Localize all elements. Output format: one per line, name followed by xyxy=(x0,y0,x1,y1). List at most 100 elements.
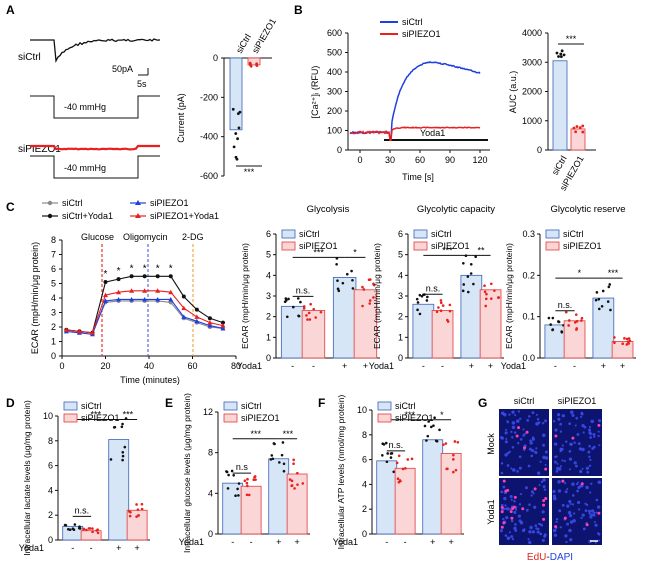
dapi-nucleus xyxy=(554,455,557,459)
tick-label-y: 5 xyxy=(51,279,56,289)
tick-label-y: 2 xyxy=(51,322,56,332)
data-point xyxy=(456,440,460,444)
dapi-nucleus xyxy=(554,428,558,432)
sig-label: *** xyxy=(566,34,577,44)
data-point xyxy=(601,289,605,293)
dapi-nucleus xyxy=(552,528,557,533)
dapi-nucleus xyxy=(590,513,594,517)
bar-siPIEZO1+Yoda1 xyxy=(611,341,634,359)
data-point xyxy=(439,309,443,313)
tick-label-y: 0 xyxy=(337,145,342,155)
data-point xyxy=(155,288,161,293)
data-point xyxy=(609,308,612,312)
yoda-row-label: Yoda1 xyxy=(237,361,262,371)
yoda-sign: + xyxy=(342,361,347,371)
data-point xyxy=(426,434,430,438)
dapi-nucleus xyxy=(569,520,574,524)
dapi-nucleus xyxy=(517,514,521,518)
panel-b-auc-chart: AUC (a.u.) siCtrl siPIEZO1 *** 010002000… xyxy=(508,28,596,192)
dapi-nucleus xyxy=(511,445,515,449)
tick-label-y: 0 xyxy=(398,353,403,363)
tick-label-y: 4 xyxy=(362,479,367,489)
data-point xyxy=(484,297,488,301)
axis-title-y: AUC (a.u.) xyxy=(508,71,518,114)
dapi-nucleus xyxy=(504,504,507,507)
data-point xyxy=(389,452,393,455)
data-point xyxy=(292,305,295,309)
data-point xyxy=(429,425,433,429)
panel-label-e: E xyxy=(165,396,173,410)
dapi-nucleus xyxy=(590,482,593,485)
yoda-sign: - xyxy=(441,361,444,371)
dapi-nucleus xyxy=(536,418,540,421)
dapi-nucleus xyxy=(583,425,587,429)
legend-label-piezo-yoda: siPIEZO1+Yoda1 xyxy=(150,211,219,221)
dapi-nucleus xyxy=(525,508,529,512)
dapi-nucleus xyxy=(554,442,558,446)
data-point xyxy=(581,124,585,128)
stain-dapi: DAPI xyxy=(550,552,573,563)
data-point xyxy=(446,320,450,323)
dapi-nucleus xyxy=(518,519,522,523)
bar-siPIEZO1 xyxy=(80,530,102,541)
dapi-nucleus xyxy=(572,519,576,523)
data-point xyxy=(142,296,148,302)
data-point xyxy=(252,478,255,481)
legend-swatch-piezo xyxy=(413,241,428,251)
data-point xyxy=(220,325,226,331)
edu-nucleus xyxy=(502,521,506,525)
dapi-nucleus xyxy=(575,482,579,486)
dapi-nucleus xyxy=(526,418,530,422)
legend-label-ctrl: siCtrl xyxy=(402,17,423,27)
yoda-row-label: Yoda1 xyxy=(179,537,204,547)
yoda-sign: - xyxy=(573,361,576,371)
tick-label-y: 6 xyxy=(51,264,56,274)
glycolytic-capacity-chart: 0 1 2 3 4 5 6 ECAR (mpH/min/μg protein) - - + + Yoda… xyxy=(369,204,504,371)
dapi-nucleus xyxy=(590,419,594,424)
yoda-sign: + xyxy=(488,361,493,371)
dapi-nucleus xyxy=(515,419,520,423)
row-label-mock: Mock xyxy=(486,433,496,455)
data-point xyxy=(623,337,626,340)
data-point xyxy=(404,466,407,470)
dapi-nucleus xyxy=(552,496,557,501)
data-point xyxy=(287,297,290,301)
yoda-row-label: Yoda1 xyxy=(333,537,358,547)
legend-swatch-ctrl xyxy=(281,229,296,239)
axis-title-y: [Ca²⁺]ᵢ (RFU) xyxy=(310,66,320,119)
dapi-nucleus xyxy=(584,509,588,513)
yoda-sign: + xyxy=(620,361,625,371)
data-point xyxy=(385,460,389,464)
data-point xyxy=(442,443,445,447)
data-point xyxy=(245,493,249,497)
data-point xyxy=(559,55,563,59)
yoda-sign: - xyxy=(231,537,234,547)
data-point xyxy=(63,523,67,527)
dapi-nucleus xyxy=(524,486,528,490)
dapi-nucleus xyxy=(530,454,534,458)
data-point xyxy=(308,318,312,321)
dapi-nucleus xyxy=(556,462,559,465)
tick-label-y: 5 xyxy=(398,250,403,260)
dapi-nucleus xyxy=(514,414,517,417)
dapi-nucleus xyxy=(561,414,566,418)
data-point xyxy=(95,529,98,532)
dapi-nucleus xyxy=(574,424,577,427)
data-point xyxy=(285,299,288,302)
data-point xyxy=(194,307,199,312)
yoda-sign: - xyxy=(404,537,407,547)
dapi-nucleus xyxy=(579,470,582,473)
dapi-nucleus xyxy=(505,437,508,440)
data-point xyxy=(296,483,299,486)
data-point xyxy=(85,528,88,532)
dapi-nucleus xyxy=(568,422,572,426)
dapi-nucleus xyxy=(513,510,517,515)
data-point xyxy=(140,502,144,506)
data-point xyxy=(497,296,501,299)
dapi-nucleus xyxy=(508,531,511,534)
data-point xyxy=(446,467,449,471)
legend-swatch-ctrl xyxy=(413,229,428,239)
dapi-nucleus xyxy=(539,460,542,463)
edu-nucleus xyxy=(571,436,575,440)
tick-label-y: 8 xyxy=(208,448,213,458)
